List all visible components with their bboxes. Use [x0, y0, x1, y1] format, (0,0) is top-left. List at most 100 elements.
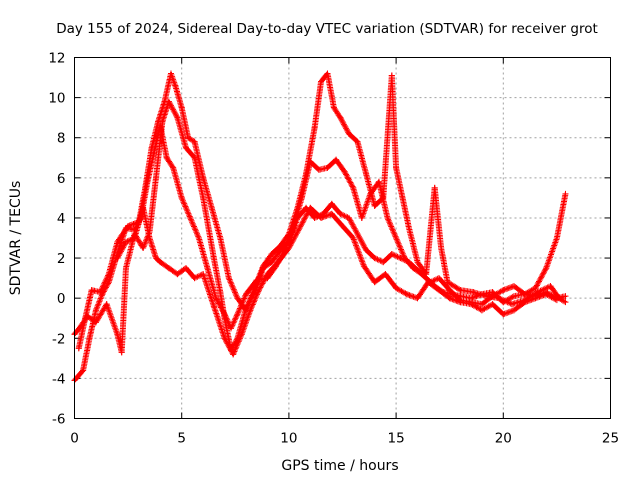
data-point	[410, 265, 417, 272]
y-tick-label: 6	[57, 171, 66, 187]
data-point	[311, 214, 318, 221]
data-point	[532, 295, 539, 302]
data-point	[80, 367, 87, 374]
data-point	[399, 194, 406, 201]
data-point	[118, 349, 125, 356]
y-tick-label: 0	[57, 291, 66, 307]
data-point	[345, 214, 352, 221]
data-point	[341, 168, 348, 175]
data-point	[275, 259, 282, 266]
data-point	[425, 279, 432, 286]
data-point	[478, 307, 485, 314]
series-track-d	[114, 204, 560, 358]
x-tick-label: 15	[388, 431, 405, 447]
data-point	[200, 174, 207, 181]
data-point	[324, 70, 331, 77]
data-point	[88, 287, 95, 294]
y-tick-label: 8	[57, 131, 66, 147]
data-point	[260, 263, 267, 270]
data-point	[307, 204, 314, 211]
data-point	[105, 271, 112, 278]
data-point	[92, 307, 99, 314]
data-point	[191, 275, 198, 282]
data-point	[371, 255, 378, 262]
data-point	[403, 291, 410, 298]
data-point	[478, 301, 485, 308]
data-point	[217, 235, 224, 241]
data-point	[157, 259, 164, 266]
data-point	[388, 251, 395, 258]
data-point	[435, 275, 442, 282]
data-point	[384, 214, 391, 221]
data-point	[401, 255, 408, 262]
data-point	[431, 184, 438, 191]
y-tick-label: 10	[48, 91, 65, 107]
data-point	[285, 230, 292, 237]
data-point	[238, 331, 245, 338]
data-point	[234, 311, 241, 318]
data-point	[393, 285, 400, 292]
data-point	[217, 289, 224, 296]
x-tick-label: 10	[280, 431, 297, 447]
x-axis-label: GPS time / hours	[281, 458, 398, 474]
y-tick-label: 2	[57, 251, 66, 267]
data-point	[195, 235, 202, 241]
data-point	[508, 301, 515, 308]
data-point	[311, 124, 318, 131]
data-point	[114, 255, 121, 262]
data-point	[86, 335, 93, 342]
x-tick-label: 5	[177, 431, 186, 447]
data-point	[562, 190, 569, 197]
data-point	[251, 285, 258, 292]
data-point	[350, 235, 357, 241]
series-track-b	[71, 122, 569, 384]
data-point	[330, 104, 337, 111]
data-point	[170, 164, 177, 171]
data-point	[182, 265, 189, 272]
data-point	[148, 144, 155, 151]
data-point	[345, 130, 352, 137]
data-point	[247, 307, 254, 314]
data-point	[547, 283, 554, 290]
data-point	[152, 174, 159, 181]
data-point	[228, 325, 235, 332]
y-axis-label: SDTVAR / TECUs	[8, 181, 24, 296]
data-point	[363, 170, 370, 177]
x-tick-label: 25	[602, 431, 619, 447]
data-point	[200, 271, 207, 278]
data-point	[114, 331, 121, 338]
data-point	[532, 285, 539, 292]
data-point	[200, 194, 207, 201]
data-point	[380, 259, 387, 266]
data-point	[187, 214, 194, 221]
x-tick-label: 20	[495, 431, 512, 447]
data-point	[182, 144, 189, 151]
data-point	[496, 295, 503, 302]
data-point	[165, 265, 172, 272]
data-point	[155, 118, 162, 125]
data-point	[221, 311, 228, 318]
data-point	[328, 200, 335, 207]
data-point	[161, 98, 168, 105]
data-point	[405, 224, 412, 231]
data-point	[172, 82, 179, 89]
data-point	[543, 291, 550, 298]
data-point	[142, 184, 149, 191]
data-point	[446, 287, 453, 294]
y-tick-label: 4	[57, 211, 66, 227]
data-point	[371, 202, 378, 209]
data-point	[131, 235, 138, 241]
data-point	[318, 214, 325, 221]
data-point	[303, 170, 310, 177]
data-point	[140, 245, 147, 252]
data-point	[315, 166, 322, 173]
data-point	[185, 134, 192, 141]
data-point	[328, 210, 335, 217]
data-point	[337, 210, 344, 217]
data-point	[358, 214, 365, 221]
grid-lines	[74, 57, 611, 419]
data-point	[152, 255, 159, 262]
data-point	[103, 301, 110, 308]
data-point	[375, 178, 382, 185]
data-point	[174, 114, 181, 121]
